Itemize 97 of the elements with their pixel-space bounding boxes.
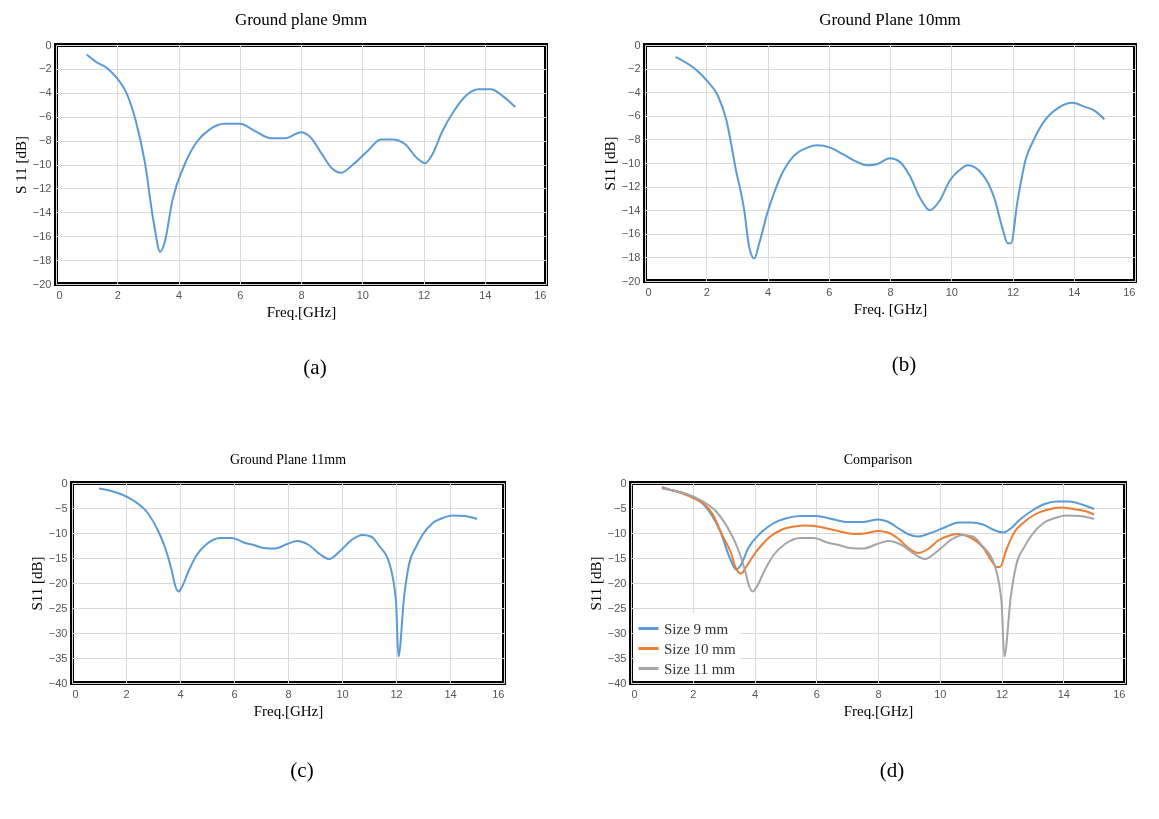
y-tick-label: −16 [32, 229, 52, 242]
y-tick-label: −18 [32, 253, 52, 266]
y-tick-label: −10 [32, 158, 52, 170]
x-tick-label: 2 [123, 687, 130, 700]
chart-title: Ground plane 9mm [234, 10, 368, 29]
y-tick-label: −10 [607, 526, 627, 539]
y-tick-label: −40 [48, 676, 68, 689]
y-axis-title: S11 [dB] [601, 136, 618, 191]
x-tick-label: 6 [237, 288, 244, 301]
x-tick-label: 8 [285, 687, 292, 700]
x-tick-label: 2 [690, 687, 697, 700]
x-tick-label: 0 [72, 687, 79, 700]
x-tick-label: 6 [813, 687, 820, 700]
y-tick-label: −15 [607, 551, 627, 564]
x-tick-label: 14 [1068, 285, 1081, 298]
y-tick-label: −4 [627, 85, 641, 98]
y-tick-label: −8 [38, 134, 52, 147]
line-series [98, 487, 478, 658]
text: (c) [289, 758, 315, 783]
y-tick-label: −6 [38, 110, 52, 123]
line-series [674, 55, 1106, 260]
y-tick-label: −14 [621, 203, 641, 216]
x-tick-label: 10 [336, 687, 349, 700]
y-tick-label: 0 [620, 476, 627, 489]
y-tick-label: −25 [607, 601, 627, 614]
x-tick-label: 12 [417, 288, 431, 301]
x-tick-label: 6 [826, 285, 833, 298]
x-axis-title: Freq. [GHz] [853, 300, 928, 317]
text: (a) [302, 355, 328, 380]
y-tick-label: −10 [48, 526, 68, 539]
text: (b) [890, 352, 918, 377]
x-axis-title: Freq.[GHz] [843, 702, 914, 719]
x-tick-label: 2 [703, 285, 710, 298]
x-tick-label: 8 [298, 288, 305, 301]
x-tick-label: 12 [1006, 285, 1020, 298]
y-tick-label: −15 [48, 551, 68, 564]
x-tick-label: 8 [875, 687, 882, 700]
y-tick-label: −30 [48, 626, 68, 639]
y-tick-label: −30 [607, 626, 627, 639]
y-tick-label: −5 [54, 501, 68, 514]
y-tick-label: −12 [32, 181, 52, 194]
y-axis-title: S 11 [dB] [12, 136, 29, 194]
y-tick-label: −8 [627, 132, 641, 145]
x-axis-title: Freq.[GHz] [253, 702, 324, 719]
y-tick-label: −20 [607, 576, 627, 589]
x-tick-label: 8 [887, 285, 894, 298]
y-tick-label: −20 [48, 576, 68, 589]
y-tick-label: −4 [38, 86, 52, 99]
text: (d) [878, 758, 906, 783]
x-axis-title: Freq.[GHz] [266, 303, 337, 320]
y-tick-label: −5 [613, 501, 627, 514]
y-tick-label: 0 [634, 38, 641, 51]
line-series [660, 487, 1096, 658]
y-tick-label: −25 [48, 601, 68, 614]
y-axis-title: S11 [dB] [28, 556, 45, 611]
x-tick-label: 16 [1123, 285, 1136, 298]
x-tick-label: 2 [114, 288, 121, 301]
x-tick-label: 16 [534, 288, 547, 301]
y-tick-label: 0 [61, 476, 68, 489]
y-tick-label: −12 [621, 180, 641, 193]
x-tick-label: 6 [231, 687, 238, 700]
chart-title: Comparison [843, 452, 913, 467]
y-tick-label: −2 [627, 62, 641, 75]
x-tick-label: 10 [934, 687, 947, 700]
legend-label: Size 9 mm [664, 620, 729, 637]
y-tick-label: −20 [32, 277, 52, 290]
x-tick-label: 16 [1113, 687, 1126, 700]
legend-label: Size 11 mm [664, 660, 736, 677]
y-tick-label: −6 [627, 109, 641, 122]
line-series [85, 53, 517, 253]
x-tick-label: 14 [479, 288, 492, 301]
x-tick-label: 4 [751, 687, 759, 700]
y-tick-label: −14 [32, 205, 52, 218]
y-tick-label: −16 [621, 227, 641, 240]
x-tick-label: 4 [175, 288, 183, 301]
y-axis-title: S11 [dB] [587, 556, 604, 611]
y-tick-label: −10 [621, 156, 641, 169]
y-tick-label: −40 [607, 676, 627, 689]
x-tick-label: 16 [492, 687, 505, 700]
x-tick-label: 12 [390, 687, 403, 700]
chart-title: Ground Plane 10mm [819, 10, 961, 29]
y-tick-label: −35 [48, 651, 68, 664]
y-tick-label: −35 [607, 651, 627, 664]
x-tick-label: 4 [764, 285, 772, 298]
x-tick-label: 4 [177, 687, 184, 700]
legend-label: Size 10 mm [664, 640, 736, 657]
y-tick-label: 0 [45, 38, 52, 51]
x-tick-label: 14 [1057, 687, 1070, 700]
x-tick-label: 0 [645, 285, 652, 298]
y-tick-label: −20 [621, 274, 641, 287]
x-tick-label: 14 [444, 687, 457, 700]
x-tick-label: 10 [356, 288, 369, 301]
y-tick-label: −2 [38, 62, 52, 75]
x-tick-label: 12 [995, 687, 1009, 700]
chart-title: Ground Plane 11mm [229, 452, 347, 467]
x-tick-label: 10 [945, 285, 958, 298]
y-tick-label: −18 [621, 250, 641, 263]
